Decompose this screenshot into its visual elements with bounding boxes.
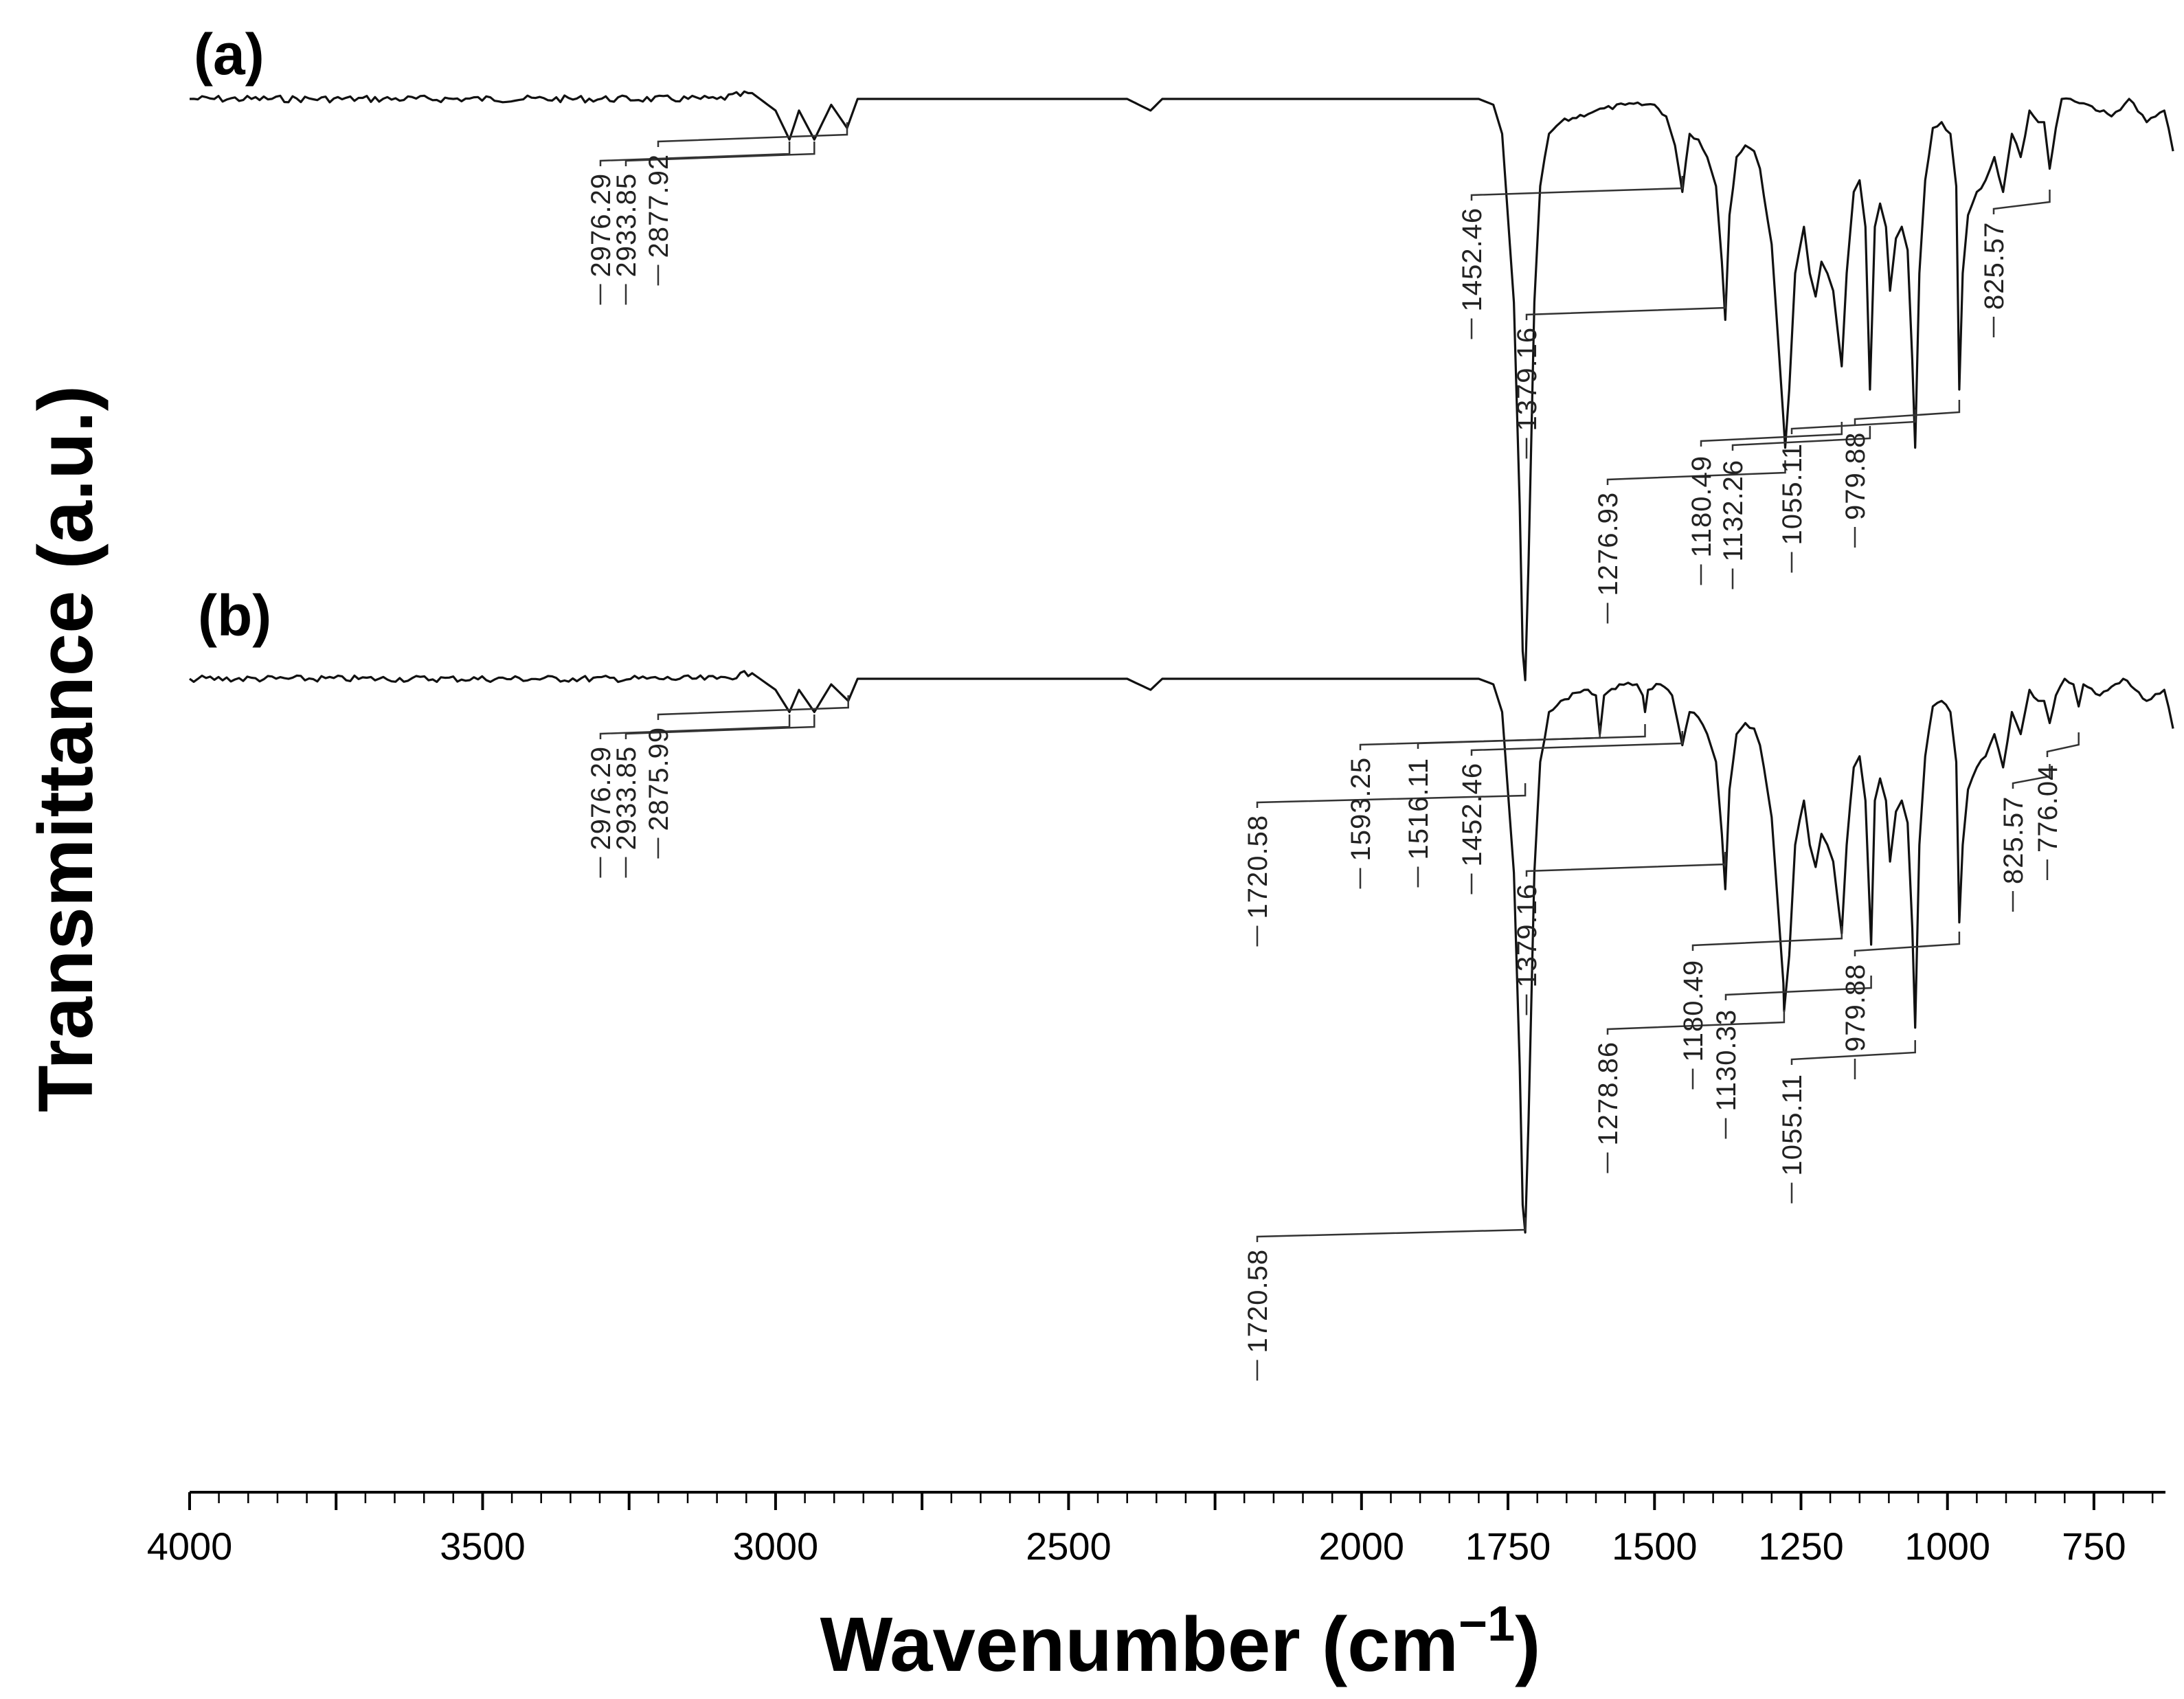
peak-leader (1992, 190, 2051, 214)
peak-label-2976-29: 2976.29 (586, 746, 616, 851)
peak-label-1276-93: 1276.93 (1593, 492, 1623, 596)
peak-leader (1691, 926, 1843, 951)
peak-leader (1790, 409, 1916, 434)
peak-label-1180-49: 1180.49 (1678, 960, 1709, 1062)
peak-label-1379-16: 1379.16 (1512, 884, 1542, 988)
peak-label-1452-46: 1452.46 (1457, 763, 1487, 867)
peak-label-1132-26: 1132.26 (1718, 460, 1748, 562)
peak-label-1130-33: 1130.33 (1711, 1009, 1742, 1112)
peak-leader (1790, 1040, 1916, 1065)
peak-leader (1606, 460, 1786, 485)
peak-leader (1606, 1010, 1786, 1035)
peak-leader (1470, 731, 1684, 756)
peak-leader (1724, 976, 1872, 1000)
peak-leader (599, 142, 791, 166)
x-axis-title-superscript: −1 (1459, 1597, 1515, 1652)
peak-label-2933-85: 2933.85 (611, 746, 642, 851)
peak-leader (657, 122, 848, 147)
x-axis: 4000 3500 3000 2500 2000 1750 1500 1250 1000 750 (147, 1491, 2165, 1568)
peak-label-1055-11: 1055.11 (1777, 443, 1808, 545)
peak-label-979-88: 979.88 (1840, 964, 1871, 1052)
peak-leader (657, 695, 849, 720)
peak-leader (1700, 422, 1843, 447)
panel-label-b: (b) (198, 583, 271, 648)
x-axis-title-close: ) (1515, 1601, 1540, 1687)
peak-label-1720-58: 1720.58 (1243, 815, 1273, 919)
peak-label-1516-11: 1516.11 (1404, 758, 1434, 860)
peak-leader (1525, 852, 1726, 877)
panel-label-a: (a) (194, 22, 264, 87)
peak-leader (1854, 400, 1961, 425)
x-axis-title-main: Wavenumber (cm (820, 1601, 1459, 1687)
peak-leader (1525, 295, 1726, 320)
peak-leader (1731, 426, 1871, 451)
x-tick-label-2000: 2000 (1319, 1524, 1405, 1568)
peak-leader (1854, 932, 1961, 956)
x-tick-label-2500: 2500 (1026, 1524, 1112, 1568)
peak-label-2933-85: 2933.85 (611, 173, 642, 278)
spectrum-line-a (189, 90, 2174, 682)
peak-label-1720-58: 1720.58 (1243, 1249, 1273, 1353)
peak-label-1452-46: 1452.46 (1457, 207, 1487, 312)
peak-label-776-04: 776.04 (2033, 765, 2063, 853)
y-axis-title: Transmittance (a.u.) (23, 385, 109, 1112)
peak-label-1180-49: 1180.49 (1687, 455, 1717, 558)
peak-leader (1256, 783, 1527, 808)
peak-leader (624, 142, 815, 166)
peak-leader (1256, 1217, 1527, 1242)
x-tick-label-4000: 4000 (147, 1524, 233, 1568)
peak-label-2976-29: 2976.29 (586, 173, 616, 278)
peak-leader (624, 715, 815, 739)
peak-leader (1470, 176, 1684, 201)
x-tick-label-1250: 1250 (1758, 1524, 1844, 1568)
peak-label-2875-99: 2875.99 (644, 727, 674, 831)
x-axis-title: Wavenumber (cm−1) (820, 1597, 1541, 1687)
peak-leader (1417, 724, 1646, 749)
peak-label-1278-86: 1278.86 (1593, 1042, 1623, 1146)
peak-label-979-88: 979.88 (1840, 432, 1871, 520)
spectrum-line-b (189, 670, 2174, 1234)
peak-label-825-57: 825.57 (1979, 222, 2009, 310)
peak-label-1055-11: 1055.11 (1777, 1074, 1808, 1176)
peak-label-825-57: 825.57 (1999, 796, 2029, 884)
x-tick-label-3000: 3000 (733, 1524, 819, 1568)
peak-label-2877-92: 2877.92 (644, 154, 674, 258)
peak-label-1379-16: 1379.16 (1512, 327, 1542, 431)
x-tick-label-750: 750 (2062, 1524, 2126, 1568)
x-tick-label-1750: 1750 (1465, 1524, 1551, 1568)
peak-leader (599, 715, 791, 739)
x-tick-label-1500: 1500 (1612, 1524, 1698, 1568)
peak-leader (2012, 764, 2051, 789)
x-tick-label-1000: 1000 (1904, 1524, 1990, 1568)
peak-leader (2046, 732, 2080, 757)
x-tick-label-3500: 3500 (440, 1524, 526, 1568)
spectrum-traces (189, 90, 2174, 1234)
peak-label-1593-25: 1593.25 (1346, 757, 1376, 862)
